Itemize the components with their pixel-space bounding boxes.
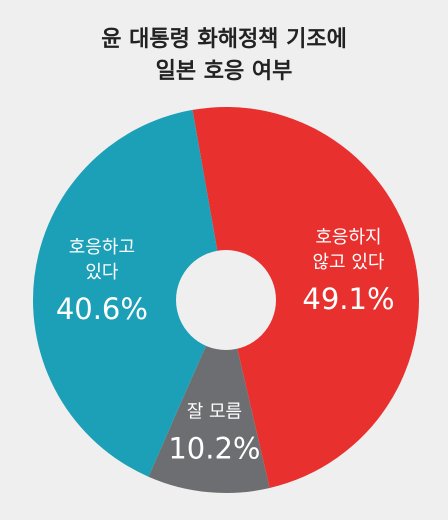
chart-title: 윤 대통령 화해정책 기조에 bbox=[101, 27, 347, 52]
value-label: 40.6% bbox=[56, 292, 148, 326]
slice-label: 호응하지 bbox=[315, 227, 381, 248]
pie-slice bbox=[33, 109, 226, 477]
pie-slice bbox=[148, 300, 270, 493]
slice-label: 호응하고 bbox=[69, 237, 135, 258]
slice-label: 잘 모름 bbox=[187, 401, 242, 422]
pie-slice bbox=[192, 106, 420, 489]
slice-label: 있다 bbox=[85, 262, 119, 283]
value-label: 10.2% bbox=[168, 431, 260, 465]
slice-label: 않고 있다 bbox=[312, 252, 384, 273]
value-label: 49.1% bbox=[302, 282, 394, 316]
chart-title: 일본 호응 여부 bbox=[156, 59, 293, 84]
donut-hole bbox=[176, 250, 276, 350]
